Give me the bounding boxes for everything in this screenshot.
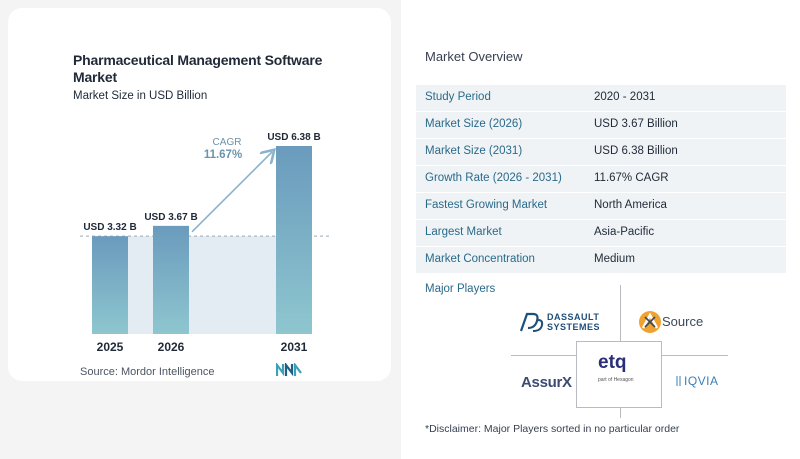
chart-title: Pharmaceutical Management Software Marke… — [73, 52, 323, 85]
axsource-text: Source — [662, 314, 704, 329]
axsource-mark-icon — [639, 311, 661, 333]
data-label-2025: USD 3.32 B — [83, 222, 136, 233]
bar-2026 — [153, 225, 189, 334]
etq-subtext: part of Hexagon — [598, 377, 634, 383]
grid-divider — [662, 355, 728, 356]
bar-chart: USD 3.32 B 2025 USD 3.67 B 2026 USD 6.38 B 20… — [80, 132, 330, 354]
overview-label: Market Concentration — [425, 253, 535, 265]
overview-label: Largest Market — [425, 226, 502, 238]
cagr-arrow — [191, 152, 272, 233]
major-players-title: Major Players — [425, 283, 496, 295]
reference-band — [92, 236, 312, 334]
x-tick-label-2031: 2031 — [281, 340, 308, 354]
overview-value: USD 3.67 Billion — [594, 118, 678, 130]
chart-subtitle: Market Size in USD Billion — [73, 90, 208, 102]
assurx-logo: AssurX — [521, 374, 573, 394]
dassault-line1: DASSAULT — [547, 312, 600, 322]
overview-label: Growth Rate (2026 - 2031) — [425, 172, 562, 184]
etq-logo-box — [576, 341, 662, 408]
grid-divider — [620, 285, 621, 341]
overview-row-market-concentration: Market Concentration Medium — [416, 247, 786, 273]
overview-row-market-size-2026: Market Size (2026) USD 3.67 Billion — [416, 112, 786, 138]
mordor-intelligence-logo — [276, 363, 302, 377]
x-tick-label-2025: 2025 — [97, 340, 124, 354]
market-overview-title: Market Overview — [425, 49, 523, 64]
grid-divider — [620, 408, 621, 418]
overview-row-growth-rate: Growth Rate (2026 - 2031) 11.67% CAGR — [416, 166, 786, 192]
etq-logo: etq part of Hexagon — [590, 352, 650, 392]
bar-2025 — [92, 236, 128, 334]
iqvia-mark-icon — [676, 376, 681, 386]
overview-value: USD 6.38 Billion — [594, 145, 678, 157]
overview-value: Medium — [594, 253, 635, 265]
overview-value: Asia-Pacific — [594, 226, 655, 238]
overview-value: 11.67% CAGR — [594, 172, 669, 184]
dassault-systemes-logo: DASSAULT SYSTEMES — [519, 311, 611, 333]
dassault-mark-icon — [519, 312, 544, 332]
source-note: Source: Mordor Intelligence — [80, 366, 215, 378]
bar-2031 — [276, 146, 312, 334]
overview-label: Market Size (2031) — [425, 145, 523, 157]
dassault-line2: SYSTEMES — [547, 322, 601, 332]
iqvia-logo: IQVIA — [675, 374, 725, 390]
disclaimer: *Disclaimer: Major Players sorted in no … — [425, 423, 680, 435]
iqvia-text: IQVIA — [684, 374, 719, 388]
assurx-text: AssurX — [521, 374, 572, 391]
axsource-logo: Source — [638, 310, 708, 334]
overview-label: Market Size (2026) — [425, 118, 523, 130]
etq-text: etq — [598, 352, 627, 373]
overview-row-market-size-2031: Market Size (2031) USD 6.38 Billion — [416, 139, 786, 165]
overview-label: Fastest Growing Market — [425, 199, 548, 211]
x-tick-label-2026: 2026 — [158, 340, 185, 354]
cagr-label: CAGR — [213, 137, 242, 148]
overview-row-study-period: Study Period 2020 - 2031 — [416, 85, 786, 111]
data-label-2026: USD 3.67 B — [144, 212, 197, 223]
grid-divider — [511, 355, 576, 356]
overview-row-largest-market: Largest Market Asia-Pacific — [416, 220, 786, 246]
overview-value: 2020 - 2031 — [594, 91, 656, 103]
overview-value: North America — [594, 199, 667, 211]
data-label-2031: USD 6.38 B — [267, 132, 320, 143]
overview-row-fastest-growing: Fastest Growing Market North America — [416, 193, 786, 219]
overview-label: Study Period — [425, 91, 491, 103]
cagr-value: 11.67% — [204, 149, 242, 161]
